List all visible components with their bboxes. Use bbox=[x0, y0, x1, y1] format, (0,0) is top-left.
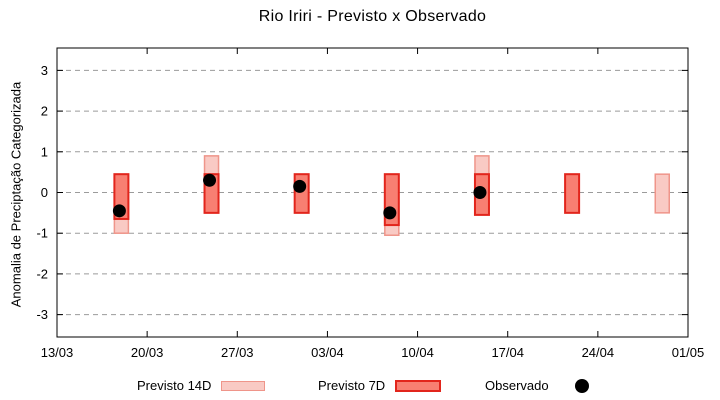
x-tick-label: 03/04 bbox=[311, 345, 344, 360]
x-tick-label: 01/05 bbox=[672, 345, 705, 360]
bar-previsto-7d bbox=[564, 173, 581, 214]
y-tick-label: 0 bbox=[41, 185, 48, 200]
x-tick-label: 17/04 bbox=[491, 345, 524, 360]
observado-point bbox=[203, 173, 217, 187]
chart-title: Rio Iriri - Previsto x Observado bbox=[258, 8, 487, 25]
x-tick-label: 24/04 bbox=[582, 345, 615, 360]
x-tick-label: 13/03 bbox=[41, 345, 74, 360]
y-tick-label: 2 bbox=[41, 104, 48, 119]
observado-point bbox=[473, 186, 487, 199]
x-tick-label: 27/03 bbox=[221, 345, 254, 360]
observado-point bbox=[383, 206, 397, 220]
x-tick-label: 20/03 bbox=[131, 345, 164, 360]
y-tick-label: 3 bbox=[41, 63, 48, 78]
bar-previsto-7d bbox=[293, 173, 310, 214]
x-tick-label: 10/04 bbox=[401, 345, 434, 360]
y-tick-label: -3 bbox=[36, 307, 48, 322]
observado-point bbox=[112, 204, 126, 218]
y-tick-label: -1 bbox=[36, 226, 48, 241]
bar-previsto-14d bbox=[654, 173, 670, 214]
y-tick-label: -2 bbox=[36, 266, 48, 281]
observado-point bbox=[293, 179, 307, 193]
y-tick-label: 1 bbox=[41, 144, 48, 159]
